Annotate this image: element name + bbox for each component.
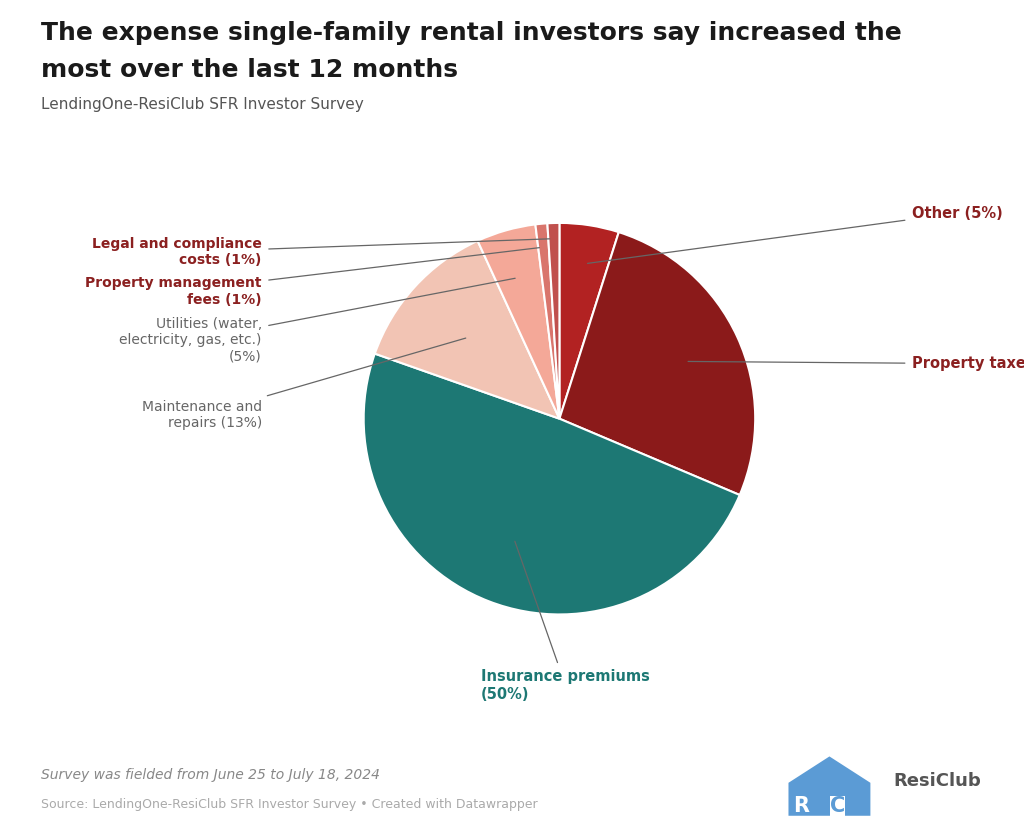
Text: Survey was fielded from June 25 to July 18, 2024: Survey was fielded from June 25 to July … — [41, 768, 380, 782]
Polygon shape — [788, 756, 870, 816]
Wedge shape — [477, 224, 559, 419]
Text: The expense single-family rental investors say increased the: The expense single-family rental investo… — [41, 21, 902, 44]
Text: R: R — [793, 796, 809, 816]
Text: Maintenance and
repairs (13%): Maintenance and repairs (13%) — [141, 338, 466, 430]
Text: Legal and compliance
costs (1%): Legal and compliance costs (1%) — [92, 237, 550, 268]
Wedge shape — [364, 353, 739, 615]
Text: Source: LendingOne-ResiClub SFR Investor Survey • Created with Datawrapper: Source: LendingOne-ResiClub SFR Investor… — [41, 798, 538, 811]
Text: most over the last 12 months: most over the last 12 months — [41, 58, 458, 82]
Wedge shape — [559, 223, 618, 419]
Text: Other (5%): Other (5%) — [588, 206, 1002, 264]
Wedge shape — [559, 232, 756, 495]
Text: C: C — [830, 796, 845, 816]
Wedge shape — [548, 223, 559, 419]
Text: Property taxes (27%): Property taxes (27%) — [688, 356, 1024, 372]
Text: Property management
fees (1%): Property management fees (1%) — [85, 248, 540, 307]
Text: Utilities (water,
electricity, gas, etc.)
(5%): Utilities (water, electricity, gas, etc.… — [120, 279, 515, 363]
Wedge shape — [536, 223, 559, 419]
Text: ResiClub: ResiClub — [893, 772, 981, 790]
Wedge shape — [375, 241, 559, 419]
Text: LendingOne-ResiClub SFR Investor Survey: LendingOne-ResiClub SFR Investor Survey — [41, 97, 364, 112]
Text: Insurance premiums
(50%): Insurance premiums (50%) — [481, 541, 650, 702]
